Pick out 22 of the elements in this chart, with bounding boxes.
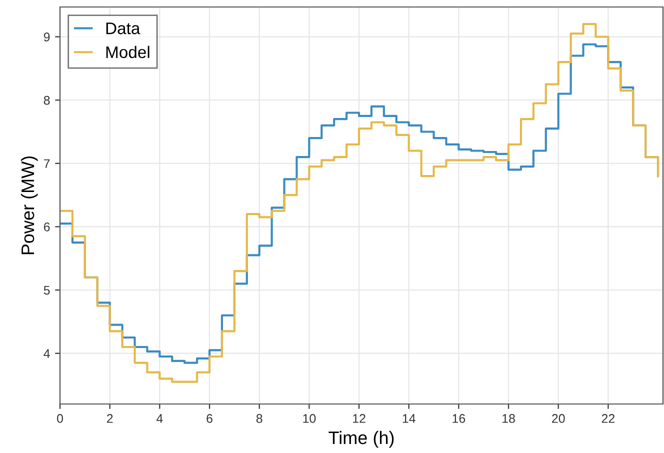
x-tick-label: 22 — [602, 414, 615, 423]
x-tick-label: 18 — [502, 414, 515, 423]
legend-label: Data — [106, 22, 140, 34]
y-tick-label: 9 — [44, 32, 50, 42]
x-tick-label: 14 — [402, 414, 416, 423]
y-tick-label: 6 — [44, 222, 50, 232]
y-tick-label: 5 — [44, 286, 50, 295]
x-tick-label: 6 — [206, 414, 212, 423]
x-tick-label: 8 — [256, 414, 262, 423]
x-axis-title: Time (h) — [328, 430, 394, 448]
y-tick-label: 8 — [44, 96, 50, 105]
x-tick-label: 16 — [452, 414, 466, 423]
y-tick-label: 4 — [44, 349, 50, 358]
y-axis-title: Power (MW) — [20, 156, 38, 254]
x-tick-label: 20 — [552, 414, 565, 423]
x-tick-label: 2 — [106, 414, 113, 423]
x-tick-label: 0 — [57, 414, 63, 423]
x-tick-label: 4 — [156, 414, 163, 423]
y-tick-label: 7 — [44, 159, 50, 168]
x-tick-label: 10 — [303, 414, 316, 423]
x-tick-label: 12 — [353, 414, 366, 423]
legend-label: Model — [106, 46, 150, 58]
